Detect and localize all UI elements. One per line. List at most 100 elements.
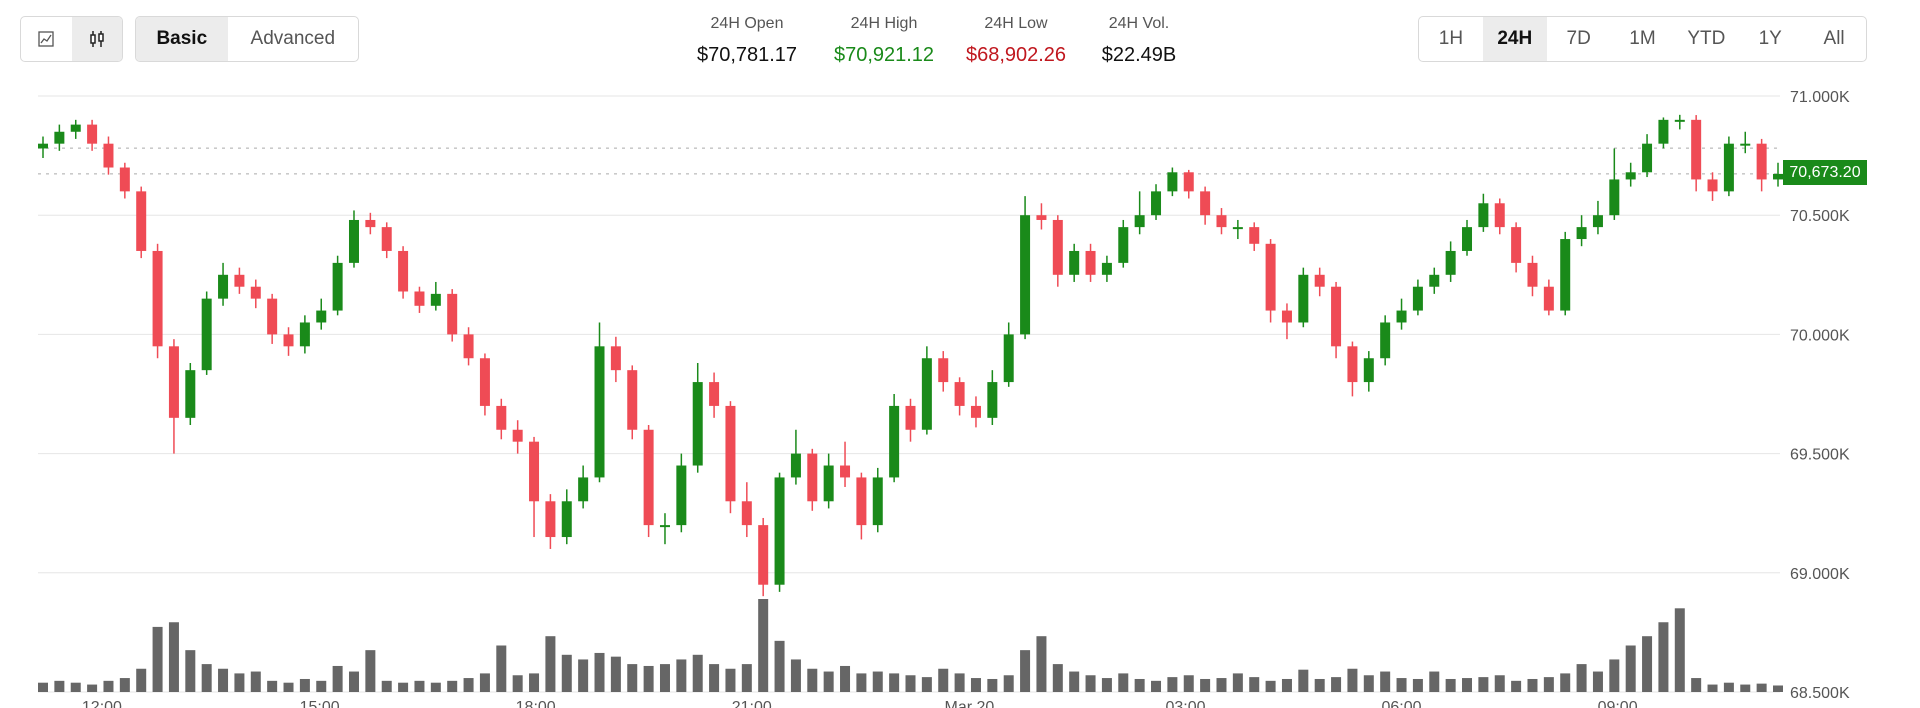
x-tick-label: 06:00 (1382, 699, 1422, 708)
volume-bar (1085, 675, 1096, 692)
volume-bar (136, 668, 147, 692)
timeframe-all[interactable]: All (1823, 28, 1845, 49)
timeframe-7d[interactable]: 7D (1566, 28, 1591, 49)
volume-bar (790, 659, 801, 692)
mode-toggle: Basic Advanced (135, 16, 359, 62)
candle-body (1249, 227, 1260, 244)
candle-body (1036, 215, 1047, 220)
candlestick-icon (90, 31, 104, 47)
volume-bar (283, 682, 294, 692)
candle-body (87, 124, 98, 144)
volume-bar (1101, 678, 1112, 692)
volume-bar (1445, 678, 1456, 692)
volume-bar (1478, 677, 1489, 692)
candle-body (856, 477, 867, 526)
candle-body (1691, 119, 1702, 180)
volume-bar (38, 682, 48, 692)
candle-body (463, 334, 474, 359)
candle-body (1069, 250, 1080, 275)
volume-bar (1560, 673, 1571, 692)
candle-body (365, 219, 376, 228)
volume-bar (1331, 677, 1342, 692)
candle-body (1773, 173, 1783, 180)
timeframe-1y[interactable]: 1Y (1758, 28, 1782, 49)
volume-bar (1036, 636, 1047, 692)
candle-body (38, 143, 48, 149)
candle-body (1265, 243, 1276, 311)
volume-bar (529, 673, 540, 692)
stat-24h-open: 24H Open $70,781.17 (697, 15, 797, 67)
x-tick-label: 09:00 (1598, 699, 1638, 708)
candle-body (1592, 215, 1603, 228)
timeframe-1m[interactable]: 1M (1629, 28, 1656, 49)
x-tick-label: Mar 20 (945, 699, 995, 708)
volume-bar (1069, 671, 1080, 692)
candle-body (954, 382, 965, 406)
stat-label: 24H Low (984, 15, 1048, 32)
candle-body (234, 274, 245, 287)
volume-bar (1232, 673, 1243, 692)
candle-body (545, 501, 556, 538)
volume-bar (332, 665, 343, 692)
volume-bar (414, 680, 425, 692)
candle-body (823, 465, 834, 502)
stat-label: 24H Vol. (1108, 15, 1170, 32)
candle-body (1232, 227, 1243, 230)
candle-body (1151, 191, 1162, 216)
volume-bar (430, 682, 441, 692)
volume-bar (1200, 678, 1211, 692)
volume-bar (1592, 671, 1603, 692)
candle-body (840, 465, 851, 478)
volume-bar (512, 675, 523, 692)
volume-bar (1003, 675, 1014, 692)
candle-body (561, 501, 572, 538)
candle-body (529, 441, 540, 502)
candle-body (627, 370, 638, 430)
timeframe-1h[interactable]: 1H (1438, 28, 1464, 49)
candle-body (1314, 274, 1325, 287)
candle-body (1052, 219, 1063, 275)
volume-bar (70, 682, 81, 692)
candle-body (218, 274, 229, 299)
candle-body (398, 250, 409, 292)
volume-bar (87, 684, 98, 692)
line-chart-button[interactable] (21, 17, 72, 61)
volume-bar (1216, 678, 1227, 692)
candle-body (1740, 143, 1751, 146)
volume-bar (545, 636, 556, 692)
timeframe-selector: 1H 24H 7D 1M YTD 1Y All (1418, 16, 1867, 62)
timeframe-ytd[interactable]: YTD (1687, 28, 1726, 49)
basic-button[interactable]: Basic (136, 17, 228, 61)
volume-bar (1527, 678, 1538, 692)
volume-bar (1134, 678, 1145, 692)
candle-body (316, 310, 327, 323)
volume-bar (643, 665, 654, 692)
volume-bar (1396, 678, 1407, 692)
candle-body (676, 465, 687, 526)
candle-body (70, 124, 81, 132)
volume-bar (185, 650, 196, 692)
volume-bar (201, 664, 212, 692)
timeframe-24h[interactable]: 24H (1482, 17, 1547, 61)
volume-bar (1151, 680, 1162, 692)
current-price-label: 70,673.20 (1783, 160, 1867, 185)
candle-body (250, 286, 261, 299)
x-tick-label: 18:00 (516, 699, 556, 708)
candle-body (1462, 227, 1473, 251)
candlestick-button[interactable] (71, 17, 122, 61)
advanced-button[interactable]: Advanced (250, 28, 336, 49)
x-tick-label: 03:00 (1165, 699, 1205, 708)
candle-body (54, 131, 65, 144)
candle-body (1347, 346, 1358, 383)
candle-body (1118, 227, 1129, 263)
volume-bar (856, 673, 867, 692)
volume-bar (889, 673, 900, 692)
volume-bar (1347, 668, 1358, 692)
volume-bar (54, 680, 65, 692)
volume-bar (578, 659, 589, 692)
candle-body (921, 358, 932, 430)
volume-bar (299, 678, 310, 692)
candle-body (938, 358, 949, 383)
volume-bar (348, 671, 359, 692)
